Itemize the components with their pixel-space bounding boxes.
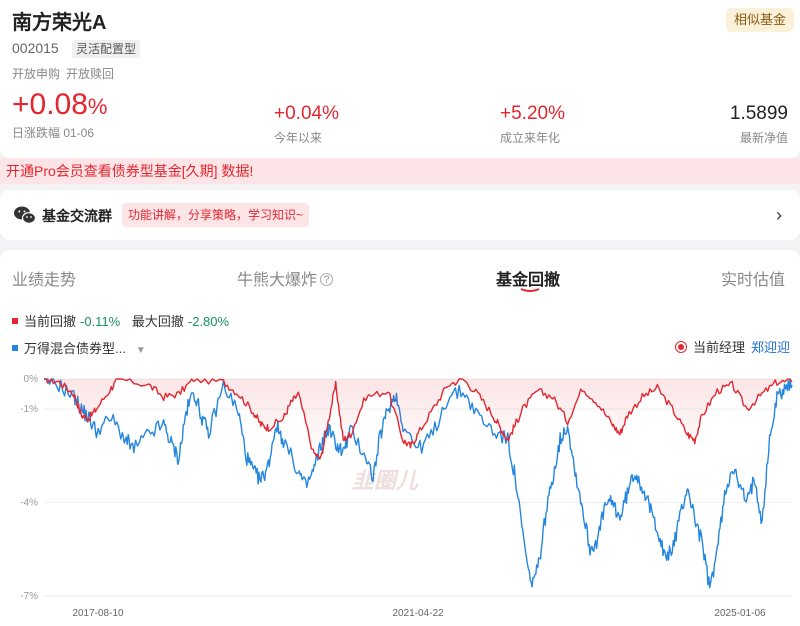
- tab-bull-bear-label: 牛熊大爆炸: [237, 272, 318, 289]
- max-drawdown-value: -2.80%: [187, 314, 230, 329]
- nav-label: 最新净值: [739, 131, 788, 145]
- x-tick-label: 2017-08-10: [72, 608, 124, 619]
- ytd-stat: +0.04% 今年以来: [274, 103, 339, 146]
- inception-value: +5.20%: [500, 103, 565, 124]
- group-title: 基金交流群: [42, 208, 112, 224]
- daily-change-value: +0.08: [12, 88, 88, 121]
- x-tick-label: 2021-04-22: [392, 608, 444, 619]
- radio-selected-icon: [674, 341, 687, 353]
- fund-header-card: 南方荣光A 相似基金 002015 灵活配置型 开放申购 开放赎回 +0.08% …: [0, 0, 800, 158]
- tab-performance[interactable]: 业绩走势: [12, 272, 77, 289]
- inception-label: 成立来年化: [500, 131, 561, 145]
- max-drawdown-label: 最大回撤: [131, 314, 184, 329]
- dropdown-triangle-icon: ▼: [135, 345, 146, 356]
- fund-code: 002015: [12, 40, 59, 56]
- current-drawdown-label: 当前回撤: [24, 314, 77, 329]
- ytd-label: 今年以来: [274, 131, 323, 145]
- current-drawdown-value: -0.11%: [80, 314, 121, 329]
- ytd-value: +0.04%: [274, 103, 339, 124]
- group-description: 功能讲解，分享策略，学习知识~: [122, 203, 310, 227]
- legend-fund: 当前回撤 -0.11% 最大回撤 -2.80%: [12, 311, 229, 330]
- fund-drawdown-area: [44, 379, 792, 459]
- drawdown-card: 业绩走势 牛熊大爆炸? 基金回撤 实时估值 当前回撤 -0.11% 最大回撤 -2.…: [0, 250, 800, 626]
- current-manager-toggle[interactable]: 当前经理 郑迎迎: [674, 337, 790, 356]
- inception-stat: +5.20% 成立来年化: [500, 103, 565, 146]
- benchmark-drawdown-line: [44, 378, 793, 589]
- benchmark-label: 万得混合债券型...: [24, 341, 126, 356]
- tab-bull-bear[interactable]: 牛熊大爆炸?: [237, 266, 334, 290]
- wechat-icon: [14, 206, 36, 224]
- tab-realtime-estimate[interactable]: 实时估值: [721, 272, 786, 289]
- fund-group-card[interactable]: 基金交流群 功能讲解，分享策略，学习知识~ ›: [0, 190, 800, 240]
- fund-legend-swatch: [12, 318, 18, 324]
- fund-name: 南方荣光A: [12, 12, 107, 34]
- chevron-right-icon: ›: [776, 205, 782, 225]
- nav-value: 1.5899: [729, 103, 788, 124]
- pro-promo-banner[interactable]: 开通Pro会员查看债券型基金[久期] 数据!: [0, 158, 800, 184]
- similar-funds-button[interactable]: 相似基金: [725, 8, 794, 32]
- benchmark-legend-swatch: [12, 345, 18, 351]
- manager-name-link[interactable]: 郑迎迎: [750, 340, 790, 355]
- x-tick-label: 2025-01-06: [714, 608, 766, 619]
- tab-drawdown[interactable]: 基金回撤: [496, 272, 561, 289]
- watermark: 韭圈儿: [352, 468, 419, 493]
- daily-change-stat: +0.08% 日涨跌幅 01-06: [12, 88, 107, 141]
- fund-drawdown-line: [44, 378, 793, 460]
- manager-label: 当前经理: [692, 340, 745, 355]
- y-tick-label: -4%: [20, 498, 38, 509]
- y-tick-label: -1%: [20, 404, 38, 415]
- nav-stat: 1.5899 最新净值: [730, 103, 788, 146]
- y-tick-label: 0%: [24, 374, 39, 385]
- daily-change-label: 日涨跌幅 01-06: [12, 126, 95, 140]
- legend-benchmark[interactable]: 万得混合债券型... ▼: [12, 338, 146, 357]
- trade-flags: 开放申购 开放赎回: [12, 65, 120, 82]
- active-tab-indicator: [520, 288, 540, 292]
- fund-type-tag: 灵活配置型: [72, 40, 141, 58]
- redeem-flag: 开放赎回: [66, 67, 115, 81]
- purchase-flag: 开放申购: [12, 67, 61, 81]
- y-tick-label: -7%: [20, 591, 38, 602]
- daily-change-unit: %: [87, 94, 108, 119]
- help-icon[interactable]: ?: [320, 273, 334, 286]
- drawdown-chart: 韭圈儿 0% -1% -4% -7% 2017-08-10 2021-04-22 2025-…: [20, 374, 793, 619]
